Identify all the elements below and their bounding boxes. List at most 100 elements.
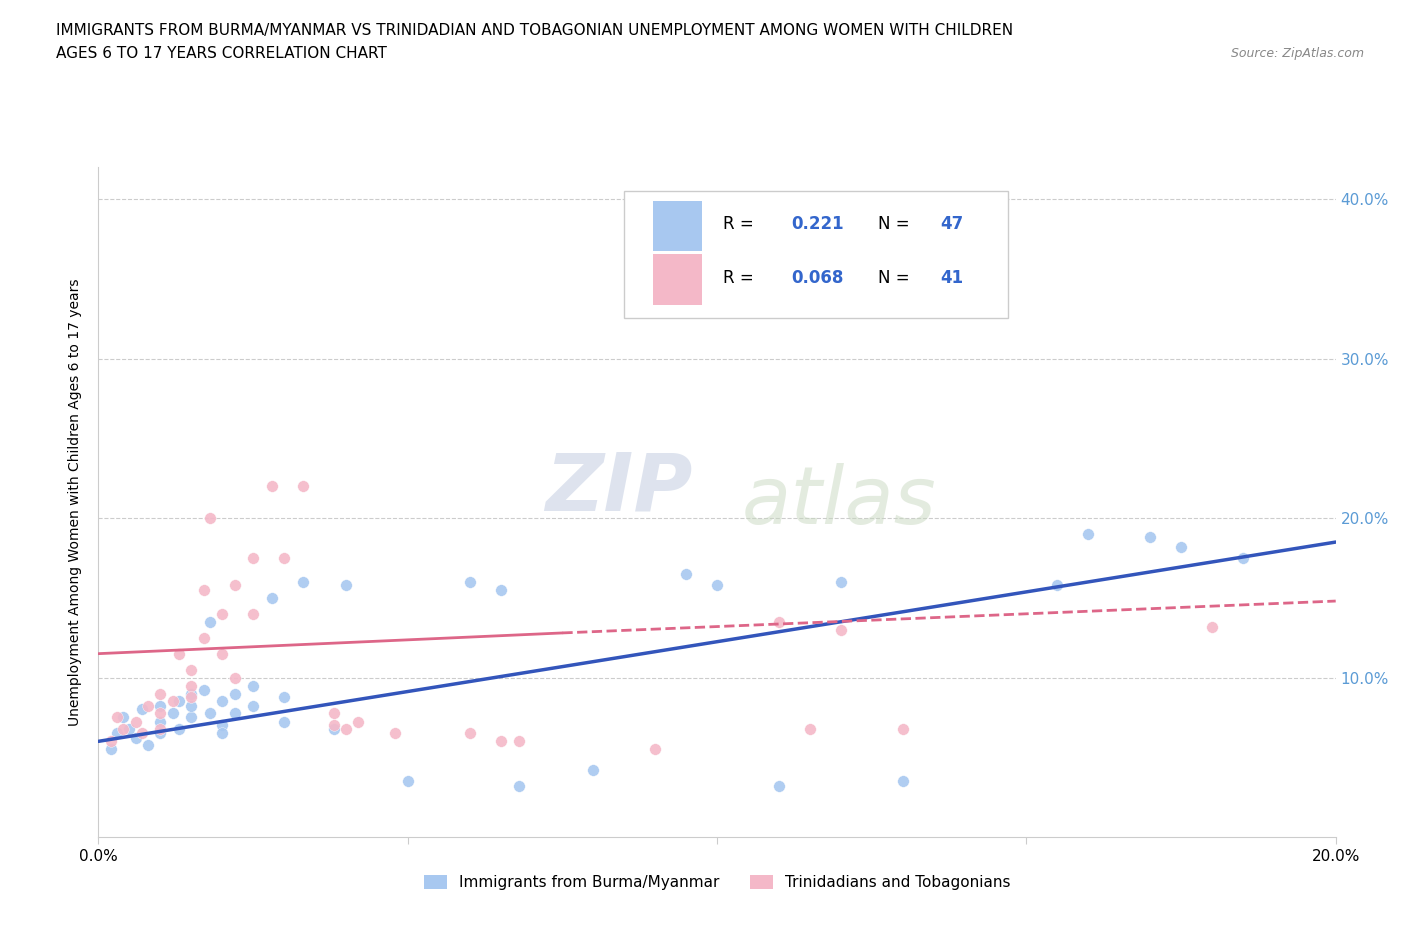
Point bbox=[118, 721, 141, 736]
FancyBboxPatch shape bbox=[624, 191, 1008, 318]
Text: AGES 6 TO 17 YEARS CORRELATION CHART: AGES 6 TO 17 YEARS CORRELATION CHART bbox=[56, 46, 387, 61]
Point bbox=[149, 686, 172, 701]
Point bbox=[105, 726, 128, 741]
Text: Source: ZipAtlas.com: Source: ZipAtlas.com bbox=[1230, 46, 1364, 60]
Point bbox=[1139, 530, 1161, 545]
Point bbox=[291, 479, 314, 494]
Point bbox=[167, 721, 190, 736]
FancyBboxPatch shape bbox=[652, 201, 702, 251]
Point bbox=[167, 694, 190, 709]
Point bbox=[291, 575, 314, 590]
Point bbox=[100, 734, 122, 749]
Point bbox=[180, 686, 202, 701]
Point bbox=[193, 582, 215, 597]
Point bbox=[124, 715, 146, 730]
Point bbox=[322, 705, 344, 720]
Point bbox=[149, 726, 172, 741]
Point bbox=[211, 694, 233, 709]
Point bbox=[322, 721, 344, 736]
Legend: Immigrants from Burma/Myanmar, Trinidadians and Tobagonians: Immigrants from Burma/Myanmar, Trinidadi… bbox=[418, 869, 1017, 897]
Text: 41: 41 bbox=[939, 269, 963, 286]
Text: 0.221: 0.221 bbox=[792, 216, 844, 233]
Point bbox=[458, 575, 481, 590]
Point bbox=[242, 678, 264, 693]
Point bbox=[149, 721, 172, 736]
Point bbox=[180, 710, 202, 724]
Point bbox=[1232, 551, 1254, 565]
Point bbox=[644, 742, 666, 757]
Point bbox=[242, 606, 264, 621]
Point bbox=[162, 694, 184, 709]
Point bbox=[891, 721, 914, 736]
Point bbox=[198, 511, 221, 525]
Point bbox=[273, 689, 295, 704]
Point bbox=[180, 698, 202, 713]
Point bbox=[706, 272, 728, 286]
Text: 47: 47 bbox=[939, 216, 963, 233]
Point bbox=[1077, 526, 1099, 541]
Text: atlas: atlas bbox=[742, 463, 936, 541]
Point bbox=[508, 778, 530, 793]
Text: R =: R = bbox=[723, 269, 759, 286]
Point bbox=[180, 678, 202, 693]
Point bbox=[224, 705, 246, 720]
Point bbox=[224, 578, 246, 592]
Point bbox=[830, 575, 852, 590]
Text: N =: N = bbox=[877, 269, 915, 286]
Point bbox=[260, 591, 283, 605]
Point bbox=[198, 705, 221, 720]
Point bbox=[489, 734, 512, 749]
Point bbox=[768, 615, 790, 630]
Point bbox=[149, 715, 172, 730]
Point bbox=[131, 726, 153, 741]
Point bbox=[167, 646, 190, 661]
Point bbox=[180, 689, 202, 704]
Point bbox=[162, 705, 184, 720]
FancyBboxPatch shape bbox=[652, 255, 702, 305]
Point bbox=[335, 721, 357, 736]
Point bbox=[830, 622, 852, 637]
Point bbox=[242, 698, 264, 713]
Point bbox=[211, 646, 233, 661]
Point bbox=[260, 479, 283, 494]
Point bbox=[100, 742, 122, 757]
Point bbox=[242, 551, 264, 565]
Point bbox=[193, 631, 215, 645]
Point bbox=[273, 715, 295, 730]
Point bbox=[112, 721, 135, 736]
Point bbox=[1046, 578, 1069, 592]
Point bbox=[211, 726, 233, 741]
Point bbox=[891, 774, 914, 789]
Point bbox=[149, 698, 172, 713]
Point bbox=[489, 582, 512, 597]
Point bbox=[149, 705, 172, 720]
Point bbox=[180, 662, 202, 677]
Point bbox=[224, 671, 246, 685]
Y-axis label: Unemployment Among Women with Children Ages 6 to 17 years: Unemployment Among Women with Children A… bbox=[69, 278, 83, 726]
Text: IMMIGRANTS FROM BURMA/MYANMAR VS TRINIDADIAN AND TOBAGONIAN UNEMPLOYMENT AMONG W: IMMIGRANTS FROM BURMA/MYANMAR VS TRINIDA… bbox=[56, 23, 1014, 38]
Point bbox=[124, 731, 146, 746]
Point bbox=[105, 710, 128, 724]
Point bbox=[136, 737, 159, 752]
Text: ZIP: ZIP bbox=[546, 450, 692, 528]
Point bbox=[273, 551, 295, 565]
Point bbox=[112, 710, 135, 724]
Point bbox=[508, 734, 530, 749]
Point bbox=[131, 702, 153, 717]
Point bbox=[582, 763, 605, 777]
Point bbox=[1170, 539, 1192, 554]
Text: 0.068: 0.068 bbox=[792, 269, 844, 286]
Text: N =: N = bbox=[877, 216, 915, 233]
Point bbox=[396, 774, 419, 789]
Point bbox=[1201, 619, 1223, 634]
Point bbox=[335, 578, 357, 592]
Text: R =: R = bbox=[723, 216, 759, 233]
Point bbox=[768, 778, 790, 793]
Point bbox=[384, 726, 406, 741]
Point bbox=[211, 718, 233, 733]
Point bbox=[224, 686, 246, 701]
Point bbox=[198, 615, 221, 630]
Point bbox=[193, 683, 215, 698]
Point bbox=[458, 726, 481, 741]
Point bbox=[136, 698, 159, 713]
